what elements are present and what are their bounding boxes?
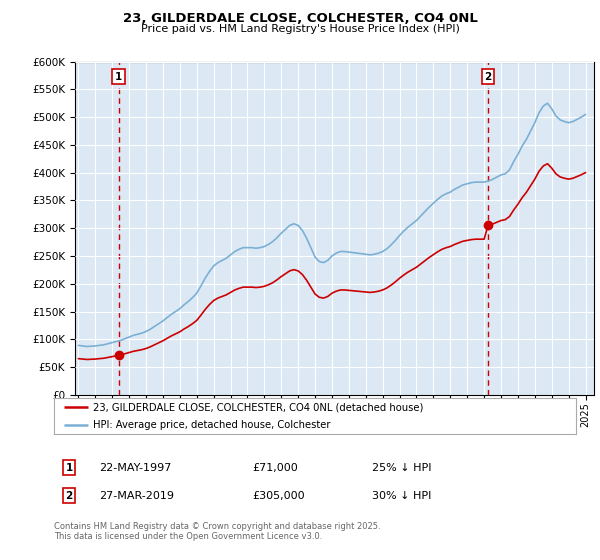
Text: 1: 1 (115, 72, 122, 82)
Text: 23, GILDERDALE CLOSE, COLCHESTER, CO4 0NL (detached house): 23, GILDERDALE CLOSE, COLCHESTER, CO4 0N… (93, 403, 424, 412)
Text: 30% ↓ HPI: 30% ↓ HPI (372, 491, 431, 501)
Text: 25% ↓ HPI: 25% ↓ HPI (372, 463, 431, 473)
Text: 1: 1 (65, 463, 73, 473)
Text: £71,000: £71,000 (252, 463, 298, 473)
Text: £305,000: £305,000 (252, 491, 305, 501)
Text: HPI: Average price, detached house, Colchester: HPI: Average price, detached house, Colc… (93, 420, 331, 430)
Text: 22-MAY-1997: 22-MAY-1997 (99, 463, 172, 473)
Text: 2: 2 (65, 491, 73, 501)
Text: Price paid vs. HM Land Registry's House Price Index (HPI): Price paid vs. HM Land Registry's House … (140, 24, 460, 34)
Text: 27-MAR-2019: 27-MAR-2019 (99, 491, 174, 501)
Text: 2: 2 (484, 72, 491, 82)
Text: 23, GILDERDALE CLOSE, COLCHESTER, CO4 0NL: 23, GILDERDALE CLOSE, COLCHESTER, CO4 0N… (122, 12, 478, 25)
Text: Contains HM Land Registry data © Crown copyright and database right 2025.
This d: Contains HM Land Registry data © Crown c… (54, 522, 380, 542)
